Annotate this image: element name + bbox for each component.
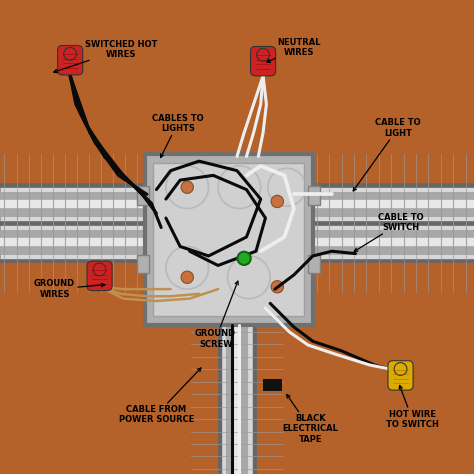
Bar — [308, 255, 320, 273]
Bar — [137, 186, 149, 205]
Bar — [137, 255, 149, 273]
FancyBboxPatch shape — [58, 46, 83, 75]
Text: GROUND
WIRES: GROUND WIRES — [34, 280, 105, 299]
Circle shape — [394, 363, 407, 375]
Text: HOT WIRE
TO SWITCH: HOT WIRE TO SWITCH — [386, 385, 439, 429]
Text: CABLE FROM
POWER SOURCE: CABLE FROM POWER SOURCE — [118, 368, 201, 424]
Bar — [263, 379, 282, 391]
Circle shape — [271, 281, 283, 293]
Circle shape — [181, 181, 193, 193]
Circle shape — [64, 47, 76, 60]
Bar — [153, 163, 304, 316]
Text: CABLE TO
SWITCH: CABLE TO SWITCH — [354, 213, 423, 251]
Circle shape — [93, 263, 106, 276]
Text: NEUTRAL
WIRES: NEUTRAL WIRES — [267, 38, 320, 62]
Text: CABLE TO
LIGHT: CABLE TO LIGHT — [353, 118, 421, 191]
FancyBboxPatch shape — [251, 46, 276, 76]
FancyBboxPatch shape — [87, 261, 112, 291]
Circle shape — [257, 48, 269, 61]
Bar — [308, 186, 320, 205]
FancyBboxPatch shape — [388, 361, 413, 390]
Text: GROUND
SCREW: GROUND SCREW — [195, 281, 238, 348]
Text: SWITCHED HOT
WIRES: SWITCHED HOT WIRES — [54, 40, 157, 73]
Circle shape — [237, 252, 251, 265]
Bar — [145, 154, 313, 325]
Circle shape — [271, 195, 283, 208]
Text: BLACK
ELECTRICAL
TAPE: BLACK ELECTRICAL TAPE — [283, 394, 338, 444]
Text: CABLES TO
LIGHTS: CABLES TO LIGHTS — [152, 114, 203, 157]
Circle shape — [181, 271, 193, 283]
